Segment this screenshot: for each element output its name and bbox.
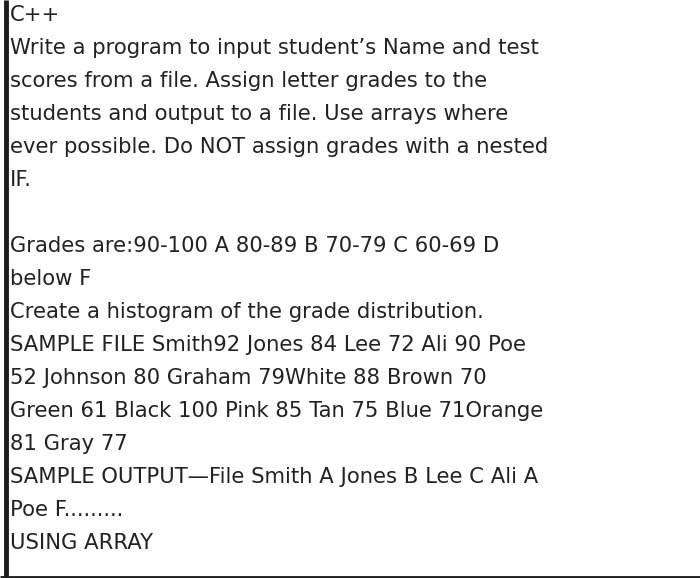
Text: students and output to a file. Use arrays where: students and output to a file. Use array…	[10, 104, 508, 124]
Text: USING ARRAY: USING ARRAY	[10, 533, 153, 553]
Text: Write a program to input student’s Name and test: Write a program to input student’s Name …	[10, 38, 539, 58]
Text: Green 61 Black 100 Pink 85 Tan 75 Blue 71Orange: Green 61 Black 100 Pink 85 Tan 75 Blue 7…	[10, 401, 543, 421]
Text: 52 Johnson 80 Graham 79White 88 Brown 70: 52 Johnson 80 Graham 79White 88 Brown 70	[10, 368, 486, 388]
Text: Grades are:90-100 A 80-89 B 70-79 C 60-69 D: Grades are:90-100 A 80-89 B 70-79 C 60-6…	[10, 236, 499, 256]
Text: SAMPLE FILE Smith92 Jones 84 Lee 72 Ali 90 Poe: SAMPLE FILE Smith92 Jones 84 Lee 72 Ali …	[10, 335, 526, 355]
Text: SAMPLE OUTPUT—File Smith A Jones B Lee C Ali A: SAMPLE OUTPUT—File Smith A Jones B Lee C…	[10, 467, 538, 487]
Text: IF.: IF.	[10, 170, 32, 190]
Text: Poe F.........: Poe F.........	[10, 500, 123, 520]
Text: Create a histogram of the grade distribution.: Create a histogram of the grade distribu…	[10, 302, 484, 322]
Text: ever possible. Do NOT assign grades with a nested: ever possible. Do NOT assign grades with…	[10, 137, 548, 157]
Text: below F: below F	[10, 269, 92, 289]
Text: 81 Gray 77: 81 Gray 77	[10, 434, 127, 454]
Text: C++: C++	[10, 5, 60, 25]
Text: scores from a file. Assign letter grades to the: scores from a file. Assign letter grades…	[10, 71, 487, 91]
